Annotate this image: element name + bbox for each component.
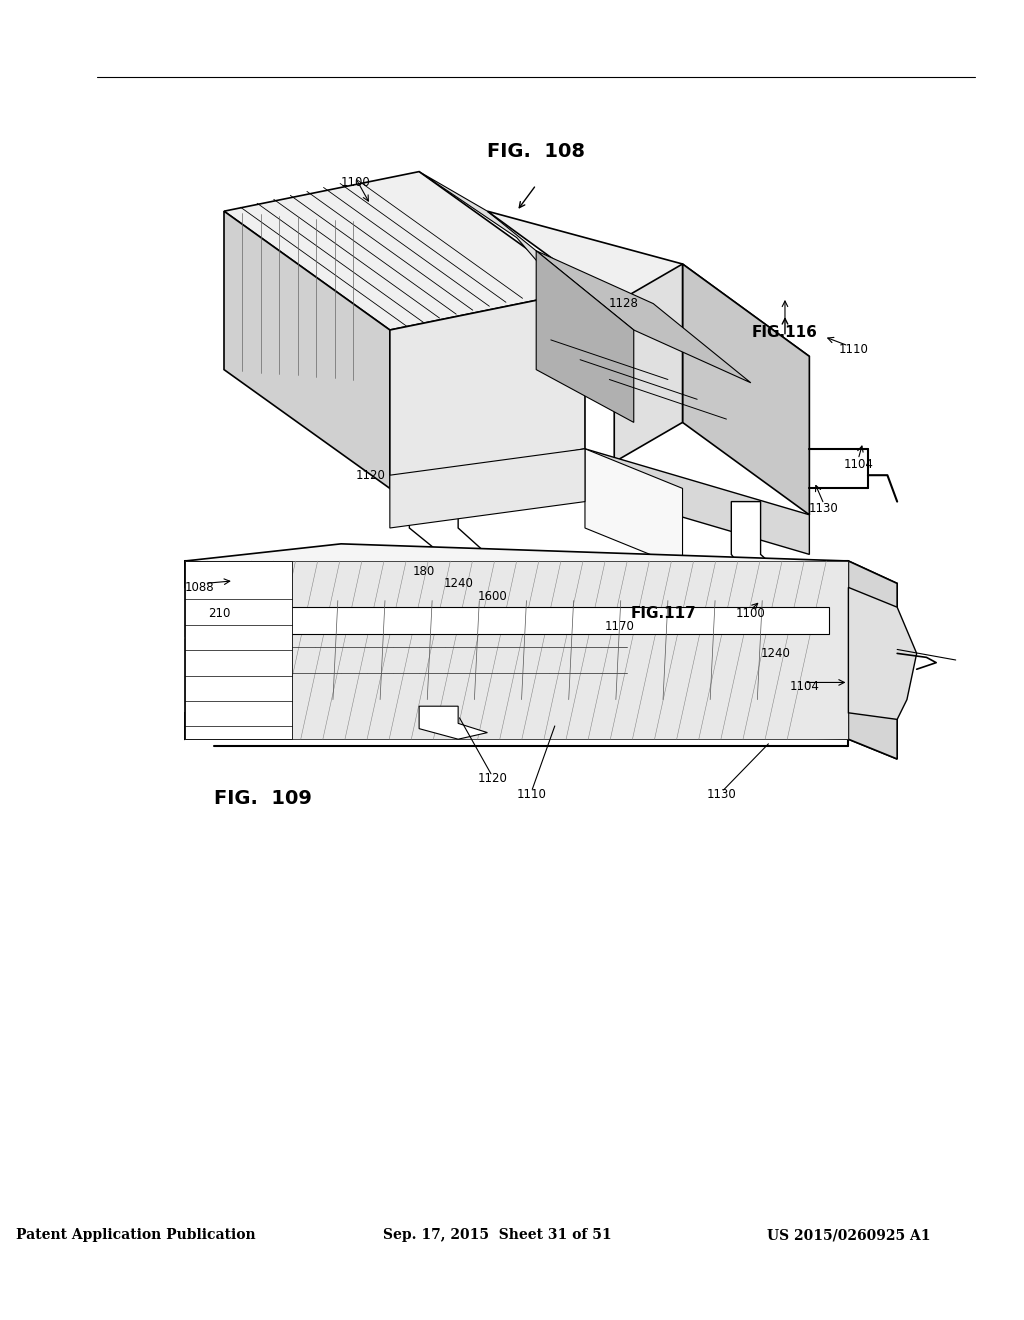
Polygon shape bbox=[419, 706, 487, 739]
Text: 1128: 1128 bbox=[609, 297, 639, 310]
Circle shape bbox=[545, 659, 556, 675]
Text: FIG.  109: FIG. 109 bbox=[214, 789, 312, 808]
Text: 1240: 1240 bbox=[443, 577, 473, 590]
Circle shape bbox=[263, 659, 274, 675]
Text: 210: 210 bbox=[208, 607, 230, 620]
Polygon shape bbox=[585, 449, 809, 554]
Circle shape bbox=[723, 659, 735, 675]
Polygon shape bbox=[849, 587, 916, 719]
Text: 1110: 1110 bbox=[839, 343, 868, 356]
Polygon shape bbox=[185, 561, 341, 739]
Polygon shape bbox=[390, 290, 585, 488]
Text: Patent Application Publication: Patent Application Publication bbox=[16, 1228, 256, 1242]
Circle shape bbox=[238, 659, 250, 675]
Circle shape bbox=[340, 659, 351, 675]
Polygon shape bbox=[419, 172, 585, 317]
Circle shape bbox=[366, 659, 377, 675]
Circle shape bbox=[494, 659, 505, 675]
Polygon shape bbox=[585, 449, 683, 568]
Polygon shape bbox=[185, 697, 897, 759]
Circle shape bbox=[646, 659, 658, 675]
Polygon shape bbox=[410, 475, 487, 568]
Polygon shape bbox=[390, 449, 585, 528]
Polygon shape bbox=[849, 561, 897, 759]
Text: 1100: 1100 bbox=[341, 176, 371, 189]
Circle shape bbox=[468, 659, 479, 675]
Polygon shape bbox=[731, 502, 790, 594]
Polygon shape bbox=[224, 211, 390, 488]
Circle shape bbox=[595, 659, 607, 675]
Polygon shape bbox=[185, 544, 897, 607]
Text: FIG.  108: FIG. 108 bbox=[487, 143, 585, 161]
Text: 1100: 1100 bbox=[736, 607, 766, 620]
Text: 1120: 1120 bbox=[477, 772, 507, 785]
Text: US 2015/0260925 A1: US 2015/0260925 A1 bbox=[767, 1228, 930, 1242]
Circle shape bbox=[314, 659, 326, 675]
Circle shape bbox=[289, 659, 300, 675]
Text: 180: 180 bbox=[413, 565, 435, 578]
Polygon shape bbox=[185, 561, 849, 739]
Text: 1110: 1110 bbox=[516, 788, 546, 801]
Circle shape bbox=[697, 659, 710, 675]
Text: 1088: 1088 bbox=[184, 581, 214, 594]
Text: 1600: 1600 bbox=[477, 590, 507, 603]
Circle shape bbox=[391, 659, 402, 675]
Text: 1120: 1120 bbox=[355, 469, 385, 482]
Circle shape bbox=[621, 659, 633, 675]
Text: Sep. 17, 2015  Sheet 31 of 51: Sep. 17, 2015 Sheet 31 of 51 bbox=[383, 1228, 611, 1242]
Text: 1104: 1104 bbox=[843, 458, 873, 471]
Text: 1130: 1130 bbox=[707, 788, 736, 801]
Polygon shape bbox=[185, 561, 292, 739]
Polygon shape bbox=[683, 264, 809, 515]
Circle shape bbox=[442, 659, 454, 675]
Circle shape bbox=[417, 659, 428, 675]
Text: FIG.117: FIG.117 bbox=[630, 606, 696, 622]
Circle shape bbox=[569, 659, 582, 675]
Circle shape bbox=[519, 659, 530, 675]
Polygon shape bbox=[487, 211, 809, 356]
Polygon shape bbox=[537, 251, 634, 422]
Polygon shape bbox=[224, 172, 585, 330]
Circle shape bbox=[672, 659, 684, 675]
Text: 1170: 1170 bbox=[604, 620, 634, 634]
Text: 1240: 1240 bbox=[760, 647, 791, 660]
Polygon shape bbox=[205, 607, 828, 634]
Text: 1130: 1130 bbox=[809, 502, 839, 515]
Text: 1104: 1104 bbox=[790, 680, 819, 693]
Polygon shape bbox=[614, 264, 683, 462]
Text: FIG.116: FIG.116 bbox=[752, 325, 818, 341]
Polygon shape bbox=[537, 251, 751, 383]
